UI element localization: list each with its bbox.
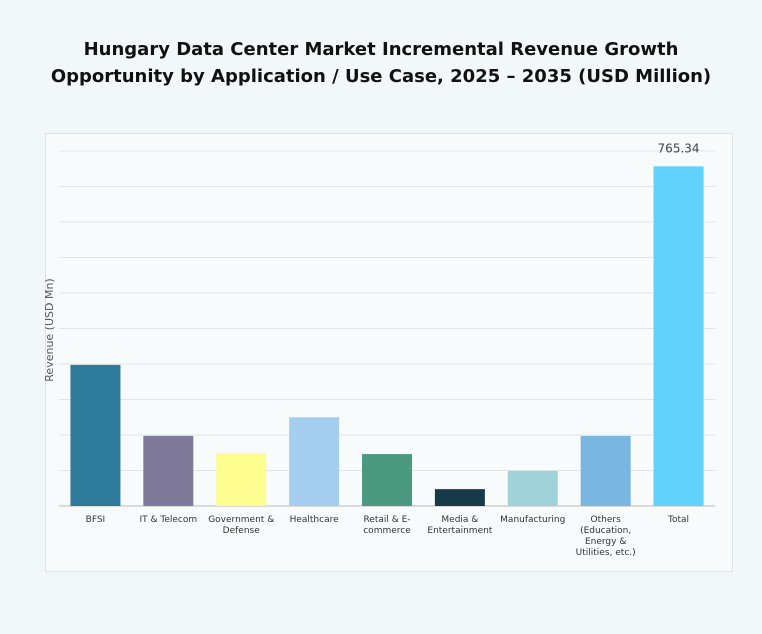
x-tick-label: Others (Education, Energy & Utilities, e… — [575, 515, 636, 558]
bar — [580, 435, 631, 506]
x-tick-label: IT & Telecom — [139, 515, 198, 525]
bar — [507, 470, 558, 506]
y-axis-label: Revenue (USD Mn) — [43, 278, 56, 381]
bar — [289, 417, 340, 506]
x-tick-label: BFSI — [85, 515, 106, 525]
x-tick-label: Manufacturing — [500, 515, 566, 525]
bar — [143, 435, 194, 506]
bar — [216, 453, 267, 506]
x-tick-label: Media & Entertainment — [427, 515, 493, 536]
x-tick-label: Government & Defense — [208, 515, 275, 536]
chart-title: Hungary Data Center Market Incremental R… — [50, 39, 712, 87]
value-label: 765.34 — [658, 141, 700, 155]
x-tick-label: Total — [668, 515, 690, 525]
bar — [70, 364, 121, 506]
x-tick-label: Retail & E-commerce — [363, 515, 411, 536]
x-tick-label: Healthcare — [289, 515, 339, 525]
bar — [362, 454, 412, 506]
bar — [653, 166, 704, 506]
bar — [434, 489, 485, 506]
